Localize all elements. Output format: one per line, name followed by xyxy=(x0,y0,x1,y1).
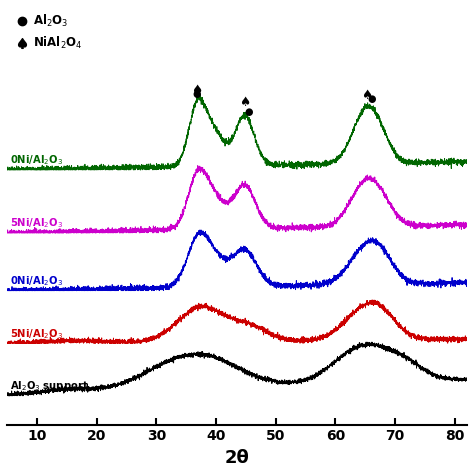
Text: 5Ni/Al$_2$O$_3$: 5Ni/Al$_2$O$_3$ xyxy=(10,217,63,230)
Legend: Al$_2$O$_3$, NiAl$_2$O$_4$: Al$_2$O$_3$, NiAl$_2$O$_4$ xyxy=(13,9,87,56)
Text: 0Ni/Al$_2$O$_3$: 0Ni/Al$_2$O$_3$ xyxy=(10,274,63,288)
Text: ♠: ♠ xyxy=(191,84,202,97)
Text: ●: ● xyxy=(245,107,253,117)
Text: ●: ● xyxy=(367,94,375,104)
Text: ♠: ♠ xyxy=(239,96,250,109)
Text: 0Ni/Al$_2$O$_3$: 0Ni/Al$_2$O$_3$ xyxy=(10,154,63,167)
Text: 5Ni/Al$_2$O$_3$: 5Ni/Al$_2$O$_3$ xyxy=(10,327,63,341)
X-axis label: 2θ: 2θ xyxy=(225,449,249,467)
Text: ♠: ♠ xyxy=(361,90,372,102)
Text: Al$_2$O$_3$ support: Al$_2$O$_3$ support xyxy=(10,379,89,393)
Text: ●: ● xyxy=(192,90,201,100)
